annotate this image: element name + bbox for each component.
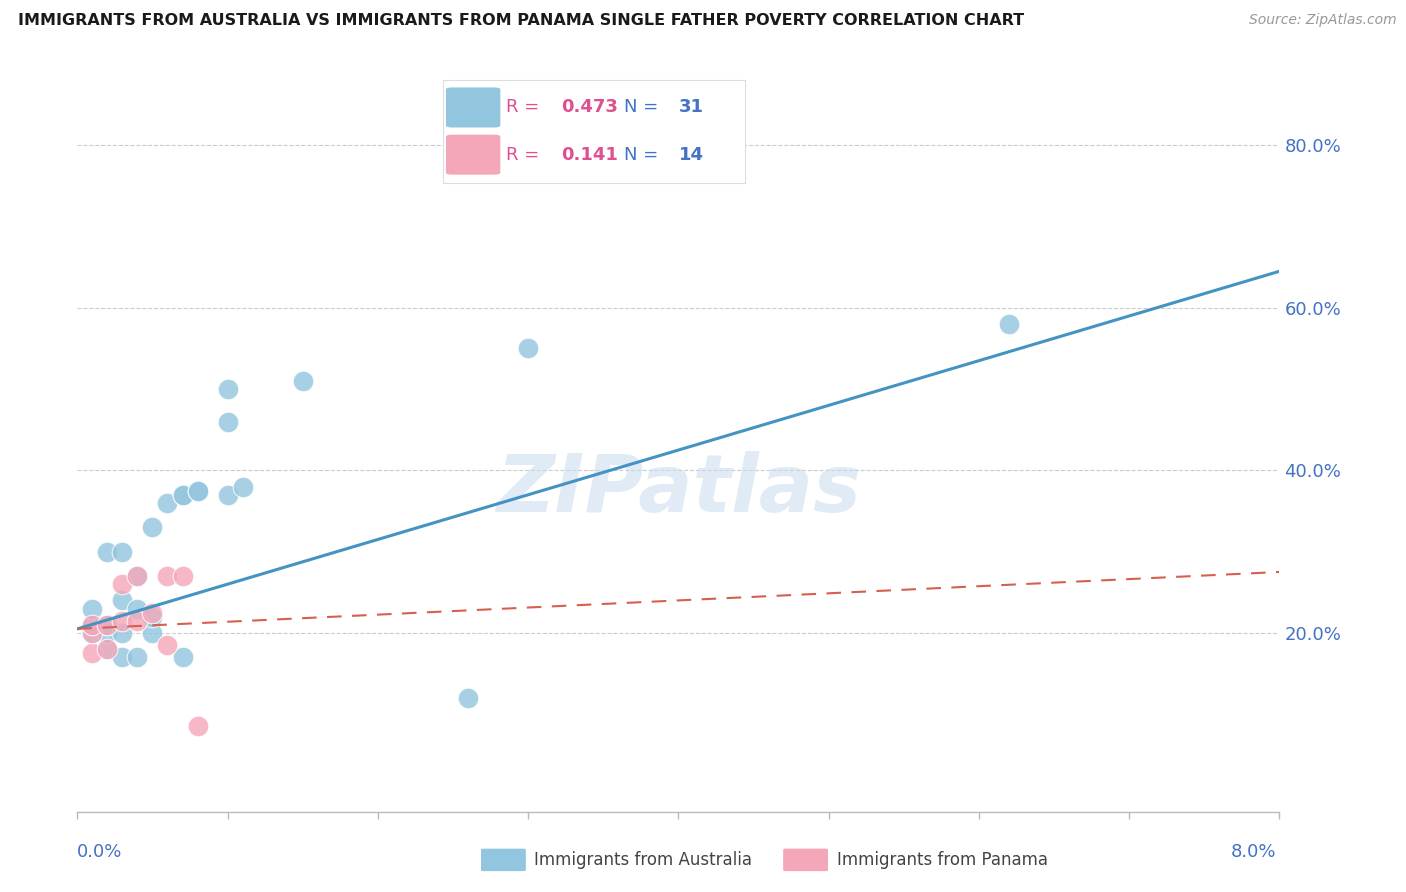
Point bbox=[998, 317, 1021, 331]
Point bbox=[217, 382, 239, 396]
Point bbox=[82, 646, 104, 660]
Point bbox=[127, 569, 149, 583]
Point bbox=[172, 488, 194, 502]
Point bbox=[96, 642, 118, 657]
Point bbox=[111, 544, 134, 558]
Text: 0.0%: 0.0% bbox=[77, 843, 122, 861]
Text: 14: 14 bbox=[679, 145, 703, 163]
Point bbox=[217, 488, 239, 502]
Point bbox=[96, 617, 118, 632]
Point bbox=[111, 614, 134, 628]
Point bbox=[127, 650, 149, 665]
Point bbox=[96, 617, 118, 632]
Point bbox=[127, 601, 149, 615]
Point bbox=[82, 626, 104, 640]
Point bbox=[127, 569, 149, 583]
Point bbox=[82, 601, 104, 615]
Text: IMMIGRANTS FROM AUSTRALIA VS IMMIGRANTS FROM PANAMA SINGLE FATHER POVERTY CORREL: IMMIGRANTS FROM AUSTRALIA VS IMMIGRANTS … bbox=[18, 13, 1025, 29]
Point bbox=[187, 483, 209, 498]
Point bbox=[82, 617, 104, 632]
Point bbox=[172, 569, 194, 583]
Point bbox=[156, 496, 179, 510]
Text: N =: N = bbox=[624, 145, 664, 163]
Point bbox=[187, 483, 209, 498]
Point bbox=[111, 593, 134, 607]
Point bbox=[291, 374, 314, 388]
Point bbox=[96, 626, 118, 640]
Point bbox=[457, 690, 479, 705]
Point bbox=[141, 609, 163, 624]
Text: ZIPatlas: ZIPatlas bbox=[496, 450, 860, 529]
Point bbox=[172, 488, 194, 502]
Text: 31: 31 bbox=[679, 98, 703, 117]
Point bbox=[156, 638, 179, 652]
Point bbox=[82, 626, 104, 640]
Point bbox=[141, 606, 163, 620]
Text: Immigrants from Panama: Immigrants from Panama bbox=[837, 851, 1047, 869]
Point bbox=[141, 520, 163, 534]
Point bbox=[232, 480, 254, 494]
Point bbox=[517, 342, 540, 356]
Text: R =: R = bbox=[506, 145, 551, 163]
Point bbox=[111, 626, 134, 640]
Point bbox=[141, 626, 163, 640]
Point bbox=[217, 415, 239, 429]
Point bbox=[111, 577, 134, 591]
Text: 0.473: 0.473 bbox=[561, 98, 617, 117]
Point bbox=[111, 650, 134, 665]
Point bbox=[82, 617, 104, 632]
Point bbox=[96, 642, 118, 657]
Point bbox=[156, 569, 179, 583]
Point bbox=[96, 544, 118, 558]
Point bbox=[187, 719, 209, 733]
Text: N =: N = bbox=[624, 98, 664, 117]
Text: R =: R = bbox=[506, 98, 546, 117]
Point bbox=[127, 614, 149, 628]
Text: Immigrants from Australia: Immigrants from Australia bbox=[534, 851, 752, 869]
Text: 0.141: 0.141 bbox=[561, 145, 617, 163]
Text: 8.0%: 8.0% bbox=[1232, 843, 1277, 861]
Text: Source: ZipAtlas.com: Source: ZipAtlas.com bbox=[1249, 13, 1396, 28]
Point bbox=[172, 650, 194, 665]
FancyBboxPatch shape bbox=[446, 135, 501, 175]
FancyBboxPatch shape bbox=[783, 848, 828, 871]
FancyBboxPatch shape bbox=[481, 848, 526, 871]
FancyBboxPatch shape bbox=[446, 87, 501, 128]
